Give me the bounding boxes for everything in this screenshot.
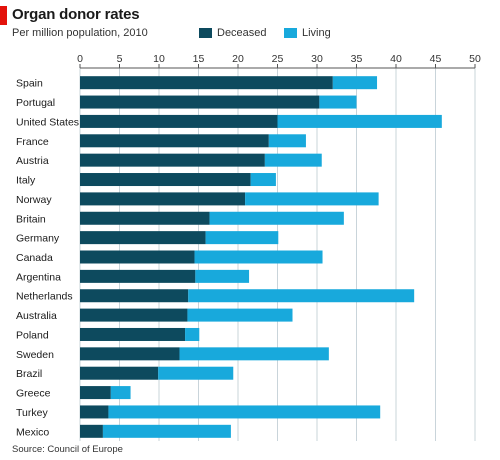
chart-title: Organ donor rates bbox=[12, 6, 140, 23]
legend-item-deceased: Deceased bbox=[199, 27, 267, 39]
bar-living-germany bbox=[205, 231, 279, 245]
bar-deceased-mexico bbox=[80, 424, 103, 438]
category-label: Brazil bbox=[16, 368, 42, 380]
x-tick-label: 40 bbox=[390, 53, 402, 65]
legend-swatch-living bbox=[284, 28, 297, 38]
category-label: Spain bbox=[16, 78, 43, 90]
category-label: Austria bbox=[16, 155, 49, 167]
bar-living-portugal bbox=[319, 95, 357, 109]
category-label: Italy bbox=[16, 175, 36, 187]
legend-item-living: Living bbox=[284, 27, 331, 39]
bar-deceased-greece bbox=[80, 386, 111, 400]
bar-living-italy bbox=[250, 173, 276, 187]
bar-deceased-france bbox=[80, 134, 269, 148]
bar-deceased-portugal bbox=[80, 95, 320, 109]
legend-swatch-deceased bbox=[199, 28, 212, 38]
legend-label-living: Living bbox=[302, 27, 331, 39]
bar-living-poland bbox=[185, 327, 200, 341]
bar-deceased-united-states bbox=[80, 114, 278, 128]
bar-deceased-italy bbox=[80, 173, 251, 187]
category-label: France bbox=[16, 136, 49, 148]
bar-living-sweden bbox=[179, 347, 329, 361]
x-tick-label: 35 bbox=[351, 53, 363, 65]
bar-deceased-argentina bbox=[80, 269, 196, 283]
bar-deceased-brazil bbox=[80, 366, 159, 380]
category-label: Poland bbox=[16, 329, 49, 341]
bar-deceased-australia bbox=[80, 308, 188, 322]
bar-living-norway bbox=[245, 192, 379, 206]
chart-subtitle: Per million population, 2010 bbox=[12, 27, 148, 39]
x-tick-label: 45 bbox=[430, 53, 442, 65]
x-tick-label: 50 bbox=[469, 53, 481, 65]
bar-living-australia bbox=[187, 308, 293, 322]
bar-living-netherlands bbox=[188, 289, 415, 303]
bar-deceased-turkey bbox=[80, 405, 109, 419]
x-tick-label: 5 bbox=[117, 53, 123, 65]
bar-living-mexico bbox=[102, 424, 231, 438]
x-tick-label: 25 bbox=[272, 53, 284, 65]
chart-source: Source: Council of Europe bbox=[12, 444, 123, 455]
bar-living-brazil bbox=[158, 366, 234, 380]
category-label: Mexico bbox=[16, 426, 49, 438]
category-label: Argentina bbox=[16, 271, 61, 283]
x-tick-label: 0 bbox=[77, 53, 83, 65]
category-label: Sweden bbox=[16, 349, 54, 361]
bar-deceased-sweden bbox=[80, 347, 180, 361]
category-label: Netherlands bbox=[16, 291, 73, 303]
category-label: Australia bbox=[16, 310, 57, 322]
bar-deceased-germany bbox=[80, 231, 206, 245]
bar-deceased-norway bbox=[80, 192, 246, 206]
bar-living-turkey bbox=[108, 405, 381, 419]
brand-red-tab bbox=[0, 6, 7, 25]
bar-living-austria bbox=[264, 153, 322, 167]
category-label: United States bbox=[16, 116, 79, 128]
bar-living-france bbox=[268, 134, 306, 148]
bar-living-canada bbox=[194, 250, 323, 264]
bar-living-greece bbox=[110, 386, 131, 400]
legend-label-deceased: Deceased bbox=[217, 27, 267, 39]
bar-living-argentina bbox=[195, 269, 250, 283]
category-label: Norway bbox=[16, 194, 52, 206]
bar-deceased-austria bbox=[80, 153, 265, 167]
x-tick-label: 15 bbox=[193, 53, 205, 65]
category-label: Canada bbox=[16, 252, 53, 264]
bar-living-britain bbox=[209, 211, 344, 225]
category-label: Britain bbox=[16, 213, 46, 225]
category-label: Portugal bbox=[16, 97, 55, 109]
category-label: Germany bbox=[16, 233, 60, 245]
bar-deceased-canada bbox=[80, 250, 195, 264]
x-tick-label: 20 bbox=[232, 53, 244, 65]
category-label: Greece bbox=[16, 388, 51, 400]
bar-deceased-poland bbox=[80, 327, 186, 341]
bar-living-spain bbox=[332, 76, 378, 90]
bar-deceased-spain bbox=[80, 76, 333, 90]
bar-living-united-states bbox=[277, 114, 442, 128]
bar-deceased-britain bbox=[80, 211, 210, 225]
x-tick-label: 30 bbox=[311, 53, 323, 65]
x-tick-label: 10 bbox=[153, 53, 165, 65]
bar-deceased-netherlands bbox=[80, 289, 189, 303]
category-label: Turkey bbox=[16, 407, 48, 419]
